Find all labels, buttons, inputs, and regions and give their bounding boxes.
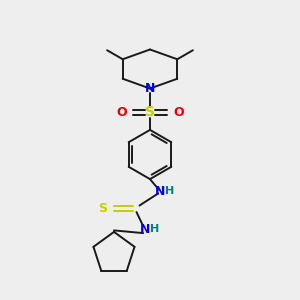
Text: H: H [150, 224, 159, 235]
Text: S: S [98, 202, 107, 215]
Text: N: N [140, 223, 151, 236]
Text: N: N [145, 82, 155, 95]
Text: N: N [155, 184, 166, 198]
Text: O: O [116, 106, 127, 119]
Text: H: H [165, 186, 174, 196]
Text: O: O [173, 106, 184, 119]
Text: S: S [145, 106, 155, 119]
